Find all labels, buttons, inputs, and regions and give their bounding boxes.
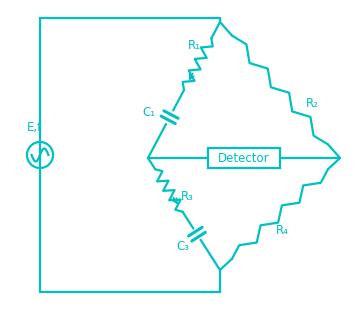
Bar (208, 148, 280, 168)
Text: R₂: R₂ (306, 97, 319, 110)
Text: R₄: R₄ (276, 224, 289, 237)
Text: E,f: E,f (27, 121, 43, 134)
Text: C₁: C₁ (143, 106, 155, 119)
Text: R₁: R₁ (188, 39, 201, 52)
Text: C₃: C₃ (176, 240, 189, 253)
Text: R₃: R₃ (181, 190, 194, 203)
Text: Detector: Detector (218, 151, 270, 165)
